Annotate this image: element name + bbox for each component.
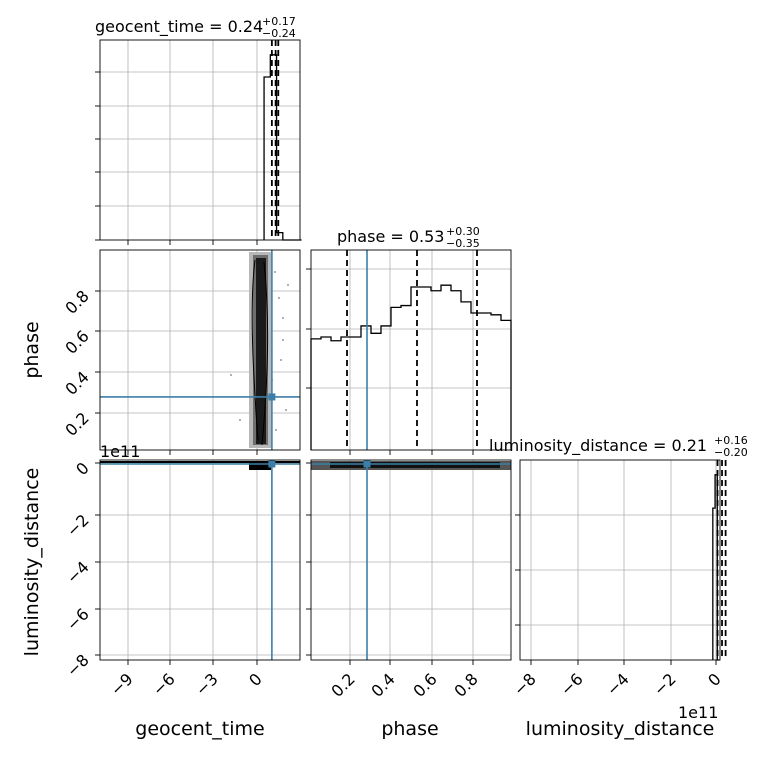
phase-ytick-label-0: 0.2 — [61, 408, 92, 439]
distance-ytick-label-1: −2 — [63, 510, 93, 540]
title-geocent-time-sub: −0.24 — [262, 27, 296, 40]
ylabel-phase: phase — [21, 321, 43, 378]
geocent-phase-frame — [99, 249, 301, 451]
distance-ytick-label-4: −8 — [63, 650, 93, 680]
phase-xtick-label-0: 0.2 — [327, 669, 358, 700]
title-geocent-time: geocent_time = 0.24 — [95, 17, 263, 37]
phase-ytick-label-3: 0.8 — [61, 286, 92, 317]
geocent-phase-sample-5 — [275, 429, 277, 431]
offset-text-col3: 1e11 — [678, 703, 718, 722]
phase-distance-frame — [310, 459, 512, 661]
geocent-phase-contour — [251, 259, 269, 446]
geocent-phase-sample-2 — [282, 339, 284, 341]
geocent-phase-sample-1 — [278, 297, 280, 299]
phase-distance-truth-marker — [363, 460, 371, 468]
phase-marginal-frame — [310, 249, 512, 451]
offset-text-row3: 1e11 — [100, 442, 140, 461]
distance-marginal-frame — [519, 459, 721, 661]
xlabel-geocent-time: geocent_time — [135, 718, 264, 740]
title-phase: phase = 0.53 — [337, 227, 444, 246]
phase-xtick-label-2: 0.6 — [409, 669, 440, 700]
phase-distance-density-core — [330, 462, 500, 468]
title-phase-sub: −0.35 — [446, 237, 480, 250]
geocent-xtick-label-2: −3 — [192, 669, 222, 699]
geocent-xtick-label-1: −6 — [149, 669, 179, 699]
geocent-phase-sample-6 — [280, 359, 282, 361]
geocent-phase-sample-4 — [285, 409, 287, 411]
title-geocent-time-sup: +0.17 — [262, 15, 296, 28]
geocent-distance-frame — [99, 459, 301, 661]
geocent-phase-sample-10 — [282, 317, 284, 319]
distance-xtick-label-4: 0 — [704, 669, 725, 690]
title-phase-sup: +0.30 — [446, 225, 480, 238]
ylabel-luminosity-distance: luminosity_distance — [21, 468, 43, 657]
phase-ytick-label-2: 0.6 — [61, 326, 92, 357]
geocent-phase-density-core — [256, 258, 266, 444]
geocent-distance-truth-marker — [268, 460, 276, 468]
geocent-marginal-frame — [99, 39, 301, 241]
geocent-marginal-histogram — [263, 54, 302, 241]
title-luminosity-distance: luminosity_distance = 0.21 — [489, 436, 707, 456]
distance-ytick-label-2: −4 — [63, 557, 93, 587]
geocent-phase-truth-marker — [268, 393, 276, 401]
distance-xtick-label-0: −8 — [510, 669, 540, 699]
phase-xtick-label-1: 0.4 — [367, 669, 398, 700]
distance-xtick-label-3: −2 — [650, 669, 680, 699]
xlabel-luminosity-distance: luminosity_distance — [526, 718, 715, 740]
geocent-phase-sample-8 — [230, 374, 232, 376]
geocent-phase-sample-9 — [239, 419, 241, 421]
title-luminosity-distance-sup: +0.16 — [714, 434, 748, 447]
distance-ytick-label-3: −6 — [63, 604, 93, 634]
geocent-phase-sample-7 — [287, 284, 289, 286]
phase-xtick-label-3: 0.8 — [450, 669, 481, 700]
geocent-distance-density — [249, 461, 271, 470]
distance-ytick-label-0: 0 — [72, 458, 93, 479]
geocent-phase-sample-0 — [274, 271, 276, 273]
distance-xtick-label-1: −6 — [557, 669, 587, 699]
distance-xtick-label-2: −4 — [603, 669, 633, 699]
geocent-xtick-label-3: 0 — [245, 669, 266, 690]
geocent-xtick-label-0: −9 — [107, 669, 137, 699]
title-luminosity-distance-sub: −0.20 — [714, 446, 748, 459]
phase-marginal-histogram — [310, 284, 512, 450]
xlabel-phase: phase — [381, 718, 438, 740]
phase-ytick-label-1: 0.4 — [61, 367, 92, 398]
